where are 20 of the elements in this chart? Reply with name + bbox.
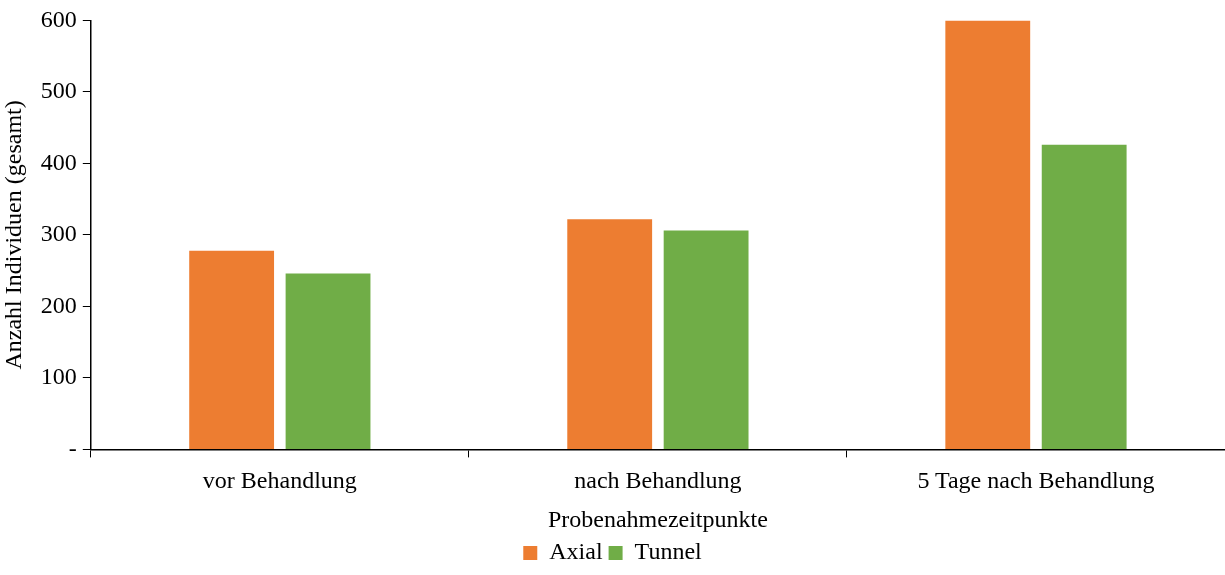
x-axis-title: Probenahmezeitpunkte [547,505,768,532]
y-tick-label: 600 [40,5,77,32]
x-tick-label: nach Behandlung [574,467,742,494]
y-tick-label: - [68,434,77,461]
bar [945,20,1031,449]
x-tick-label: 5 Tage nach Behandlung [917,467,1155,494]
bar [189,250,275,449]
bar [1041,144,1127,449]
y-tick-label: 500 [40,77,77,104]
legend-label: Tunnel [634,538,703,565]
y-tick-label: 100 [40,363,77,390]
y-tick-label: 200 [40,291,77,318]
y-axis-title: Anzahl Individuen (gesamt) [0,100,26,370]
legend-label: Axial [549,538,603,565]
bar [567,219,653,449]
bar [285,273,371,449]
bar [663,230,749,449]
x-tick-label: vor Behandlung [202,467,357,494]
y-tick-label: 400 [40,148,77,175]
y-tick-label: 300 [40,220,77,247]
